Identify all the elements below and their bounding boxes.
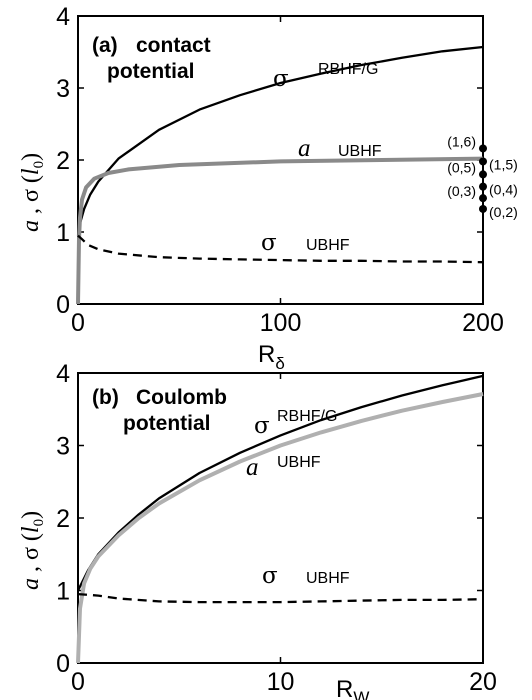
state-point-label: (0,3) — [447, 183, 476, 199]
panel-a-points: (1,6) (1,5) (0,5) (0,4) (0,3) (0,2) — [447, 133, 518, 219]
x-tick-label: 100 — [260, 309, 302, 337]
x-tick-label: 10 — [267, 668, 295, 696]
state-point-label: (0,5) — [447, 159, 476, 175]
series-b2-symbol: σ — [262, 563, 278, 589]
y-tick-label: 4 — [56, 3, 70, 31]
panel-a-title-line2: potential — [107, 60, 195, 83]
panel-a-chart: 0 100 200 0 1 2 3 4 (1,6) (1,5) (0,5) (0,4) (0,3) (0… — [18, 3, 518, 373]
panel-b-series — [76, 374, 484, 664]
series-b2-label: UBHF — [306, 570, 350, 587]
x-tick-label: 0 — [71, 668, 85, 696]
panel-b-title-line2: potential — [123, 412, 211, 435]
panel-a-series — [76, 45, 484, 305]
panel-a-xlabel: Rδ — [258, 341, 285, 373]
panel-b-ticks: 0 10 20 0 1 2 3 4 — [56, 360, 497, 696]
y-tick-label: 2 — [56, 505, 70, 533]
state-point — [479, 204, 487, 213]
panel-a-ticks: 0 100 200 0 1 2 3 4 — [56, 3, 504, 337]
state-point — [479, 170, 487, 179]
y-tick-label: 1 — [56, 578, 70, 606]
y-tick-label: 4 — [56, 360, 70, 388]
x-tick-label: 0 — [71, 309, 85, 337]
panel-b-title-line1: Coulomb — [136, 386, 227, 409]
y-tick-label: 1 — [56, 219, 70, 247]
panel-a-ylabel: a , σ (l0) — [18, 153, 47, 232]
series-line-0-2 — [77, 234, 484, 264]
series-line-0-0 — [76, 45, 484, 236]
series-line-1-2 — [77, 592, 484, 604]
y-tick-label: 0 — [56, 650, 70, 678]
series-line-0-1 — [76, 156, 484, 305]
y-tick-label: 3 — [56, 433, 70, 461]
series-b0-label: RBHF/G — [277, 408, 337, 425]
state-point — [479, 144, 487, 153]
state-point-label: (0,2) — [489, 204, 518, 220]
series-a0-symbol: σ — [273, 66, 289, 92]
y-tick-label: 3 — [56, 75, 70, 103]
panel-b-chart: 0 10 20 0 1 2 3 4 (b) Coulomb potential σ RBHF/… — [18, 360, 497, 700]
state-point — [479, 194, 487, 203]
x-tick-label: 20 — [469, 668, 497, 696]
state-point-label: (1,5) — [489, 156, 518, 172]
y-tick-label: 2 — [56, 147, 70, 175]
panel-b-label: (b) — [92, 386, 119, 409]
panel-b-ylabel: a , σ (l0) — [18, 511, 47, 590]
series-b1-label: UBHF — [277, 454, 321, 471]
series-a1-label: UBHF — [338, 143, 382, 160]
series-a0-label: RBHF/G — [318, 61, 378, 78]
panel-a-label: (a) — [92, 34, 118, 57]
state-point-label: (0,4) — [489, 182, 518, 198]
series-b1-symbol: a — [246, 454, 259, 481]
series-a2-label: UBHF — [306, 237, 350, 254]
y-tick-label: 0 — [56, 291, 70, 319]
panel-b-xlabel: RW — [336, 676, 369, 700]
state-point — [479, 182, 487, 191]
state-point — [479, 157, 487, 166]
series-a1-symbol: a — [298, 135, 311, 162]
panel-a-title-line1: contact — [136, 34, 211, 57]
series-a2-symbol: σ — [261, 230, 277, 256]
series-b0-symbol: σ — [254, 413, 270, 439]
state-point-label: (1,6) — [447, 133, 476, 149]
series-line-1-1 — [76, 392, 484, 664]
x-tick-label: 200 — [462, 309, 504, 337]
